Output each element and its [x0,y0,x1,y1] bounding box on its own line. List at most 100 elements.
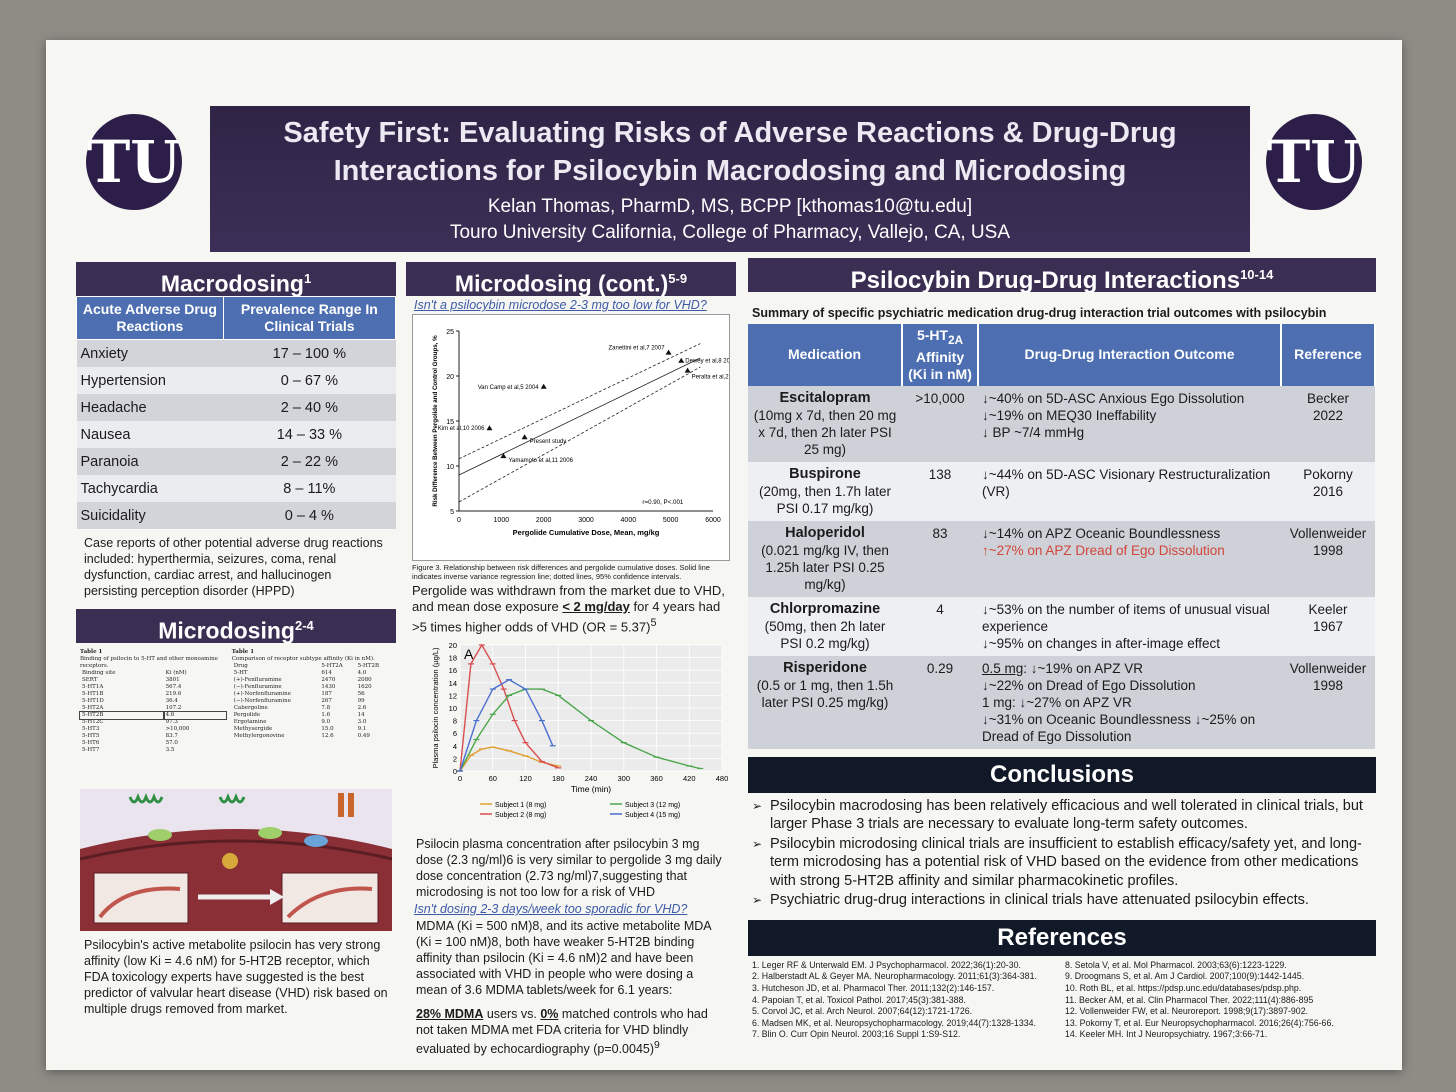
conclusion-item: Psilocybin macrodosing has been relative… [752,797,1368,834]
reference-item: 11. Becker AM, et al. Clin Pharmacol The… [1065,994,1314,1005]
col-outcome: Drug-Drug Interaction Outcome [978,324,1282,386]
affinity-label-c: (Ki in nM) [908,365,972,382]
table-row: 5-HT5 83.7 [80,733,226,740]
ddi-title: Psilocybin Drug-Drug Interactions [850,267,1241,294]
x-tick-label: 300 [617,774,630,783]
drug-name: Methylergonovine [233,733,285,739]
prevalence-range: 14 – 33 % [223,421,396,448]
prevalence-range: 2 – 22 % [223,448,396,475]
regression-line [458,357,701,476]
outcome-line: ↓~22% on Dread of Ego Dissolution [982,677,1196,693]
col-affinity: 5-HT2A Affinity (Ki in nM) [902,324,979,386]
adverse-reactions-body: Anxiety 17 – 100 % Hypertension 0 – 67 % Hea… [76,339,396,529]
outcome-line: ↓ BP ~7/4 mmHg [982,424,1085,440]
x-tick-label: 4000 [621,517,637,524]
reference-item: 4. Papoian T, et al. Toxicol Pathol. 201… [752,994,966,1005]
table-row: 5-HT6 57.0 [80,740,226,747]
drug-name: (−)-Norfenfluramine [233,698,291,704]
outcome-line: ↓~40% on 5D-ASC Anxious Ego Dissolution [982,390,1245,406]
binding-site: 5-HT1B [82,691,104,697]
figure-3-caption: Figure 3. Relationship between risk diff… [412,563,710,581]
table-row: Pergolide 1.6 14 [232,712,392,719]
ki-2b: 2.6 [357,705,367,711]
ddi-sup: 10-14 [1240,267,1274,282]
prevalence-range: 0 – 4 % [223,502,396,529]
ki-2a: 15.0 [321,726,334,732]
outcome-line: ↓~19% on MEQ30 Ineffability [982,407,1157,423]
reference-item: 12. Vollenweider FW, et al. Neuroreport.… [1065,1006,1309,1017]
ddi-table: Medication 5-HT2A Affinity (Ki in nM) Drug… [748,324,1376,749]
table-row: Haloperidol (0.021 mg/kg IV, then 1.25h l… [748,520,1375,597]
binding-col-site: Binding site [82,670,116,676]
drug-name: (+)-Fenfluramine [233,677,282,683]
x-tick-label: 5000 [663,517,679,524]
medication-cell: Risperidone (0.5 or 1 mg, then 1.5h later… [748,655,902,749]
y-tick-label: 15 [446,419,454,426]
reference-item: 9. Droogmans S, et al. Am J Cardiol. 200… [1065,971,1305,982]
medication-name: Haloperidol [785,524,865,541]
table-row: Risperidone (0.5 or 1 mg, then 1.5h later… [748,655,1375,749]
col-medication: Medication [748,324,903,386]
data-point [521,434,528,440]
poster: TU TU Safety First: Evaluating Risks of … [46,40,1402,1070]
ki-2b: 9.1 [357,726,367,732]
col-prevalence: Prevalence Range In Clinical Trials [222,296,397,340]
ki-2b: 4.0 [357,670,367,676]
medication-cell: Buspirone (20mg, then 1.7h later PSI 0.17… [748,461,902,521]
receptor-tables: Table 1 Binding of psilocin to 5-HT and … [76,643,396,787]
ki-2b: 14 [357,712,365,718]
binding-ki: 3.5 [165,747,175,753]
point-label: Present study [530,439,567,445]
affinity-value: 138 [902,461,978,521]
data-point [678,357,685,363]
ki-2b: 0.49 [357,733,370,739]
ci-upper-line [458,343,701,460]
affinity-col-2b: 5-HT2B [357,663,380,669]
table-row: 5-HT2C 97.3 [80,719,226,726]
medication-name: Buspirone [789,465,861,482]
prevalence-range: 8 – 11% [223,475,396,502]
ki-2a: 12.6 [321,733,334,739]
reference-item: 7. Blin O. Curr Opin Neurol. 2003;16 Sup… [752,1029,961,1040]
table-row: 5-HT1A 567.4 [80,684,226,691]
psilocin-pk-chart: 0 2 4 6 8 10 12 14 16 18 20 0 60 120 180 240 300 360 420 48… [431,641,728,819]
medication-name: Chlorpromazine [769,600,881,617]
point-label: Yamamoto et al,11 2006 [508,458,573,464]
binding-ki: 4.6 [162,711,227,720]
col-reaction: Acute Adverse Drug Reactions [76,296,224,340]
table-row: Escitalopram (10mg x 7d, then 20 mg x 7d,… [748,385,1375,462]
pergolide-text-a: Pergolide was withdrawn from the market … [412,583,725,614]
table-row: Cabergoline 7.8 2.6 [232,705,392,712]
binding-ki: 36.4 [165,698,178,704]
legend-label: Subject 3 (12 mg) [625,802,680,809]
x-tick-label: 2000 [536,517,552,524]
point-label: Van Camp et al,5 2004 [478,385,540,391]
medication-cell: Haloperidol (0.021 mg/kg IV, then 1.25h l… [748,520,902,597]
microdosing-header: Microdosing2-4 [76,609,396,644]
ddi-table-body: Escitalopram (10mg x 7d, then 20 mg x 7d,… [748,385,1375,749]
point-label: Zanettini et al,7 2007 [609,346,666,352]
psilocin-concentration-text: Psilocin plasma concentration after psil… [416,837,722,900]
binding-ki: >10,000 [165,726,190,732]
drug-name: Ergotamine [233,719,267,725]
pk-figure: 0 2 4 6 8 10 12 14 16 18 20 0 60 120 180 240 300 360 420 48… [412,639,730,834]
outcome-line: Dread of Ego Dissolution [982,728,1132,744]
pergolide-scatter-chart: 5 10 15 20 25 0 1000 2000 3000 4000 5000 6000 Pergol… [432,329,748,537]
binding-site: 5-HT2C [82,719,104,725]
medication-cell: Chlorpromazine (50mg, then 2h later PSI 0… [748,596,902,656]
affinity-label-b: Affinity [915,348,965,365]
binding-table-title: Table 1 [80,649,103,655]
y-tick-label: 18 [449,654,457,663]
binding-site: 5-HT1D [82,698,104,704]
drug-name: (+)-Norfenfluramine [233,691,291,697]
prevalence-range: 2 – 40 % [223,394,396,421]
conclusion-item: Psilocybin microdosing clinical trials a… [752,835,1368,891]
binding-table: Table 1 Binding of psilocin to 5-HT and … [79,649,227,787]
binding-site: 5-HT1A [82,684,104,690]
affinity-table-title: Table 1 [231,649,255,655]
table-row: (−)-Norfenfluramine 267 99 [232,698,392,705]
reference-item: 1. Leger RF & Unterwald EM. J Psychophar… [752,959,1021,970]
table-row: 5-HT 614 4.0 [232,670,392,677]
outcome-cell: 0.5 mg: ↓~19% on APZ VR ↓~22% on Dread of… [978,655,1281,749]
reference-cell: Becker 2022 [1281,385,1375,462]
